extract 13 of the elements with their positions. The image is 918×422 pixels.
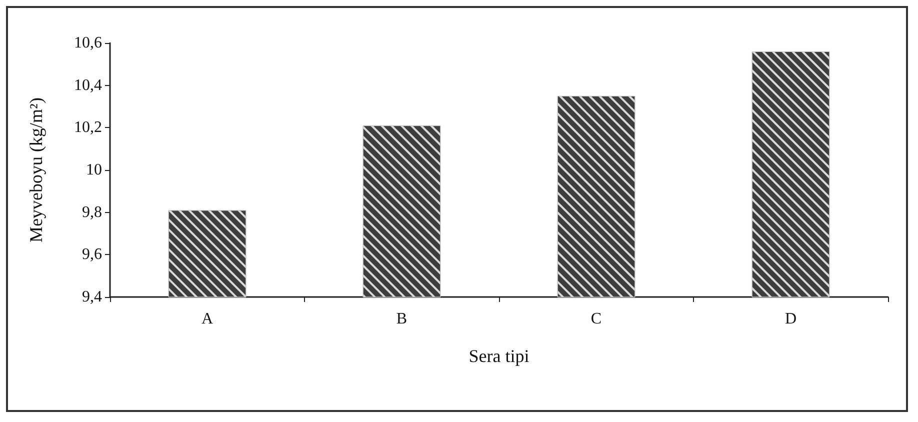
x-axis-title: Sera tipi bbox=[468, 346, 530, 366]
y-tick-label: 9,8 bbox=[82, 204, 102, 221]
x-tick-label: A bbox=[201, 310, 214, 328]
x-tick-label: D bbox=[784, 310, 797, 328]
y-tick-label: 9,6 bbox=[82, 246, 102, 264]
y-tick-label: 10,6 bbox=[74, 34, 102, 52]
y-axis-title: Meyveboyu (kg/m²) bbox=[26, 98, 46, 242]
x-tick-label: B bbox=[396, 310, 408, 328]
y-tick-label: 9,4 bbox=[82, 288, 102, 306]
y-tick-label: 10 bbox=[86, 162, 102, 178]
y-tick-label: 10,2 bbox=[74, 119, 102, 136]
x-tick-label: C bbox=[590, 310, 602, 328]
y-tick-label: 10,4 bbox=[74, 76, 102, 94]
